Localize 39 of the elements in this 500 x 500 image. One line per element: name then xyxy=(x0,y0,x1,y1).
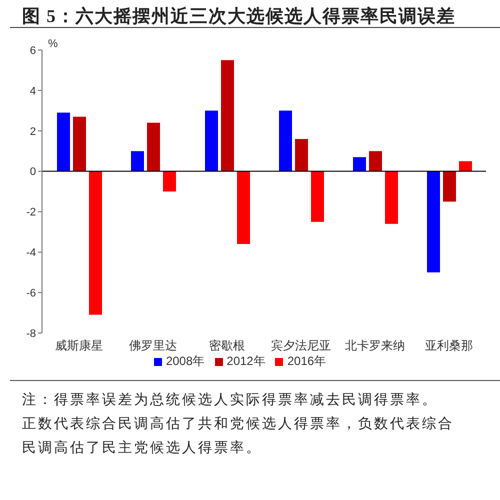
y-tick-label: 0 xyxy=(30,166,36,178)
x-tick-label: 密歇根 xyxy=(209,338,245,353)
text: 正数代表综合民调高估了共和党候选人得票率，负数代表综合民调高估了民主党候选人得票率。 xyxy=(22,415,455,458)
bar xyxy=(147,122,160,172)
bar xyxy=(369,151,382,172)
bar xyxy=(279,110,292,172)
bar xyxy=(385,171,398,224)
x-tick-label: 佛罗里达 xyxy=(129,338,177,353)
legend-label: 2016年 xyxy=(287,354,326,368)
bar xyxy=(57,112,70,172)
bar xyxy=(163,171,176,192)
chart-title: 图 5：六大摇摆州近三次大选候选人得票率民调误差 xyxy=(10,4,500,28)
legend-label: 2008年 xyxy=(166,354,205,368)
bar xyxy=(311,171,324,222)
bar xyxy=(353,157,366,172)
y-axis-title: % xyxy=(48,38,58,50)
y-tick-label: 6 xyxy=(30,44,36,57)
bar xyxy=(459,161,472,172)
bar xyxy=(73,116,86,172)
bar xyxy=(89,171,102,315)
bar xyxy=(221,60,234,172)
y-tick-label: 2 xyxy=(30,126,36,138)
y-tick-label: -2 xyxy=(26,206,36,219)
text: 注：得票率误差为总统候选人实际得票率减去民调得票率。 xyxy=(22,391,439,410)
x-tick-label: 宾夕法尼亚 xyxy=(271,338,331,353)
bar xyxy=(205,110,218,172)
x-tick-label: 北卡罗来纳 xyxy=(345,338,405,353)
bar xyxy=(427,171,440,272)
bar xyxy=(131,151,144,172)
legend-label: 2012年 xyxy=(226,354,266,368)
y-tick-label: -4 xyxy=(26,247,36,260)
x-tick-label: 亚利桑那 xyxy=(425,338,473,353)
y-tick-label: 4 xyxy=(30,85,36,98)
bar xyxy=(443,171,456,202)
bar xyxy=(237,171,250,244)
bar xyxy=(295,138,308,172)
y-tick-label: -8 xyxy=(26,328,36,340)
x-tick-label: 威斯康星 xyxy=(55,338,103,353)
y-tick-label: -6 xyxy=(26,287,36,300)
